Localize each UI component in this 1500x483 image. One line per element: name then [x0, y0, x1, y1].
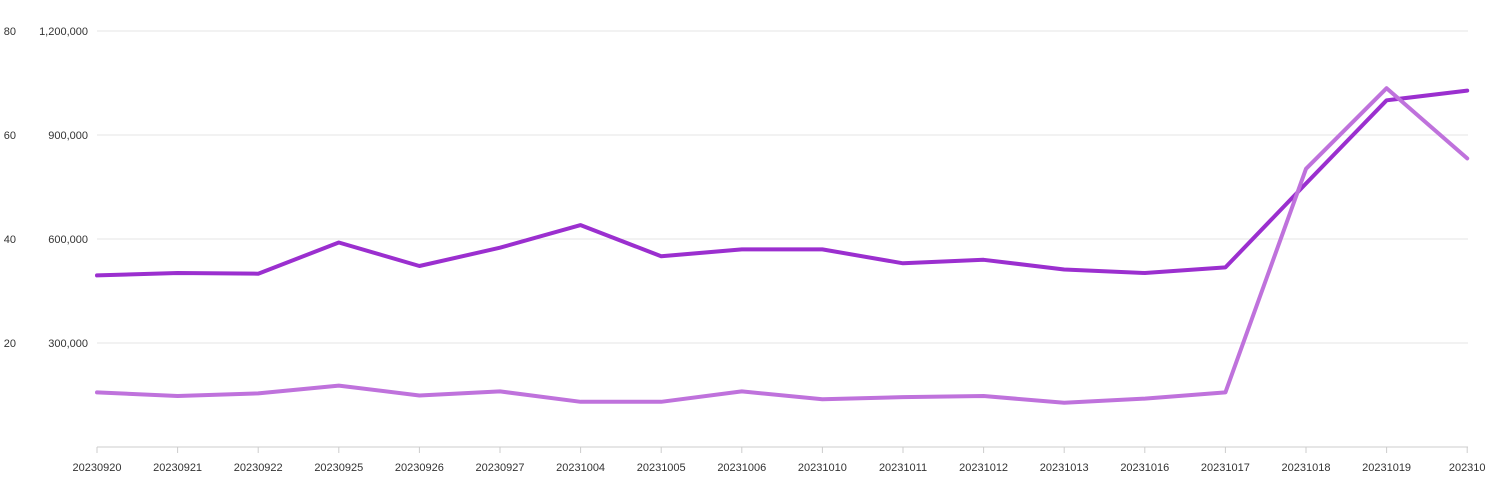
- series-line-1: [95, 88, 1470, 278]
- x-tick-label: 20230927: [476, 462, 525, 474]
- x-tick-label: 20231019: [1362, 462, 1411, 474]
- right-y-axis-labels: 300,000 600,000 900,000 1,200,000: [39, 26, 88, 350]
- x-tick-label: 20230921: [153, 462, 202, 474]
- x-tick-label: 20231010: [798, 462, 847, 474]
- x-tick-label: 20231012: [959, 462, 1008, 474]
- x-axis-labels: 20230920 20230921 20230922 20230925 20230926…: [73, 462, 1486, 474]
- y-left-tick-label: 40: [4, 234, 16, 246]
- x-tick-label: 20231011: [879, 462, 927, 474]
- x-tick-label: 20230926: [395, 462, 444, 474]
- x-tick-label: 20231016: [1120, 462, 1169, 474]
- x-tick-label: 20231017: [1201, 462, 1250, 474]
- grid-lines: [97, 30, 1468, 344]
- x-tick-label: 20230920: [73, 462, 122, 474]
- x-tick-label: 20230925: [314, 462, 363, 474]
- x-tick-label: 20231005: [637, 462, 686, 474]
- x-tick-label: 202310: [1449, 462, 1486, 474]
- y-right-tick-label: 900,000: [48, 130, 88, 142]
- x-tick-label: 20231006: [717, 462, 766, 474]
- left-y-axis-labels: 20 40 60 80: [4, 26, 16, 350]
- x-tick-label: 20231018: [1282, 462, 1331, 474]
- x-tick-label: 20230922: [234, 462, 283, 474]
- x-tick-label: 20231004: [556, 462, 605, 474]
- axes: [96, 446, 1468, 453]
- y-right-tick-label: 600,000: [48, 234, 88, 246]
- series-lines: [95, 86, 1470, 405]
- x-tick-label: 20231013: [1040, 462, 1089, 474]
- y-left-tick-label: 80: [4, 26, 16, 38]
- series-line-2: [95, 86, 1470, 405]
- y-right-tick-label: 1,200,000: [39, 26, 88, 38]
- y-right-tick-label: 300,000: [48, 338, 88, 350]
- y-left-tick-label: 20: [4, 338, 16, 350]
- y-left-tick-label: 60: [4, 130, 16, 142]
